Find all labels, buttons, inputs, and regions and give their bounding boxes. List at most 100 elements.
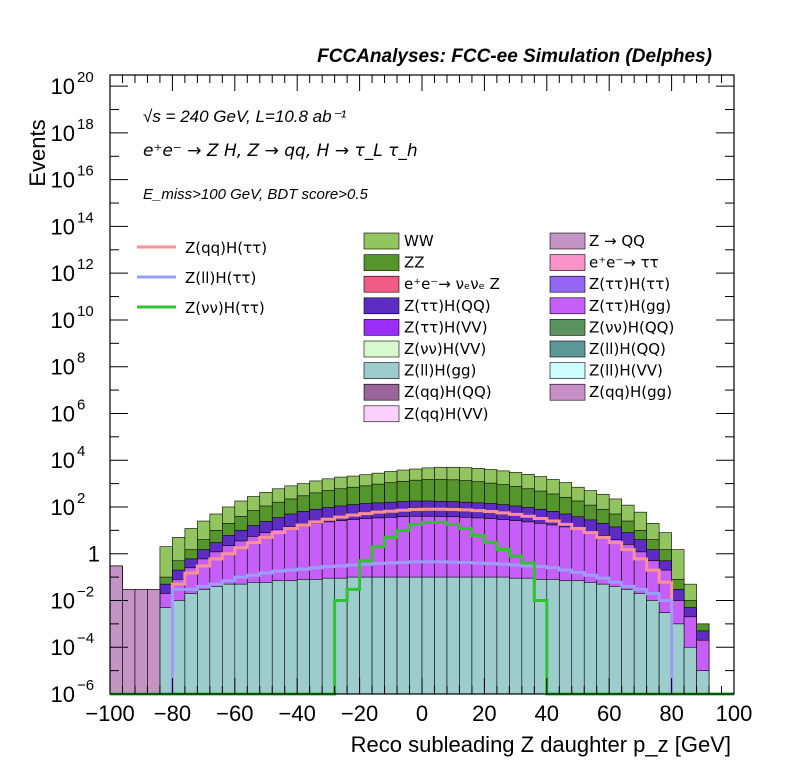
legend-label: Z(ττ)H(ττ) bbox=[589, 275, 670, 293]
bar bbox=[658, 612, 672, 695]
legend-swatch bbox=[363, 275, 400, 293]
annotation-cuts: E_miss>100 GeV, BDT score>0.5 bbox=[143, 186, 368, 203]
x-tick-label: −100 bbox=[85, 701, 135, 726]
bar bbox=[371, 576, 385, 695]
bar bbox=[696, 670, 710, 695]
legend-label: Z(qq)H(QQ) bbox=[404, 383, 492, 401]
x-tick-label: 80 bbox=[659, 701, 683, 726]
legend-swatch bbox=[363, 232, 400, 250]
y-tick-label: 1 bbox=[88, 542, 100, 567]
x-tick-label: 20 bbox=[472, 701, 496, 726]
y-tick-exponent: 4 bbox=[77, 443, 85, 460]
line-zllh bbox=[110, 560, 734, 696]
bar bbox=[321, 577, 335, 695]
legend-swatch bbox=[549, 254, 586, 271]
x-tick-label: 0 bbox=[416, 701, 428, 726]
bar bbox=[197, 589, 211, 695]
legend-swatch bbox=[363, 405, 400, 423]
legend-label: Z(ll)H(QQ) bbox=[589, 340, 666, 358]
legend-swatch bbox=[363, 297, 400, 315]
legend-label: Z(qq)H(VV) bbox=[404, 405, 489, 423]
legend-label: ZZ bbox=[404, 254, 425, 272]
bar bbox=[496, 576, 510, 695]
bar bbox=[484, 576, 498, 695]
bar bbox=[421, 576, 435, 695]
legend-swatch bbox=[363, 383, 400, 401]
y-tick-exponent: 20 bbox=[77, 69, 94, 86]
bar bbox=[683, 646, 697, 695]
y-tick-exponent: 2 bbox=[77, 490, 85, 507]
bar bbox=[246, 581, 261, 695]
legend-line-label: Z(ll)H(ττ) bbox=[185, 269, 256, 287]
bar bbox=[159, 607, 173, 695]
legend: Z(qq)H(ττ) Z(ll)H(ττ) Z(νν)H(ττ) WW ZZ e⁺e⁻→ … bbox=[137, 232, 674, 423]
legend-label: Z(ll)H(gg) bbox=[404, 362, 476, 380]
y-tick-label: 10 bbox=[51, 168, 75, 193]
legend-swatch bbox=[363, 362, 400, 379]
bar bbox=[209, 586, 223, 695]
bar bbox=[434, 576, 448, 695]
x-axis-title: Reco subleading Z daughter p_z [GeV] bbox=[351, 732, 731, 757]
bar bbox=[409, 576, 423, 695]
y-tick-label: 10 bbox=[51, 308, 75, 333]
bar bbox=[122, 589, 136, 695]
y-tick-label: 10 bbox=[51, 74, 75, 99]
y-tick-exponent: 14 bbox=[77, 209, 94, 226]
bar bbox=[571, 580, 585, 695]
y-tick-label: 10 bbox=[51, 261, 75, 286]
legend-swatch bbox=[549, 383, 586, 401]
chart-header: FCCAnalyses: FCC-ee Simulation (Delphes) bbox=[317, 46, 712, 67]
y-tick-exponent: −4 bbox=[77, 630, 94, 647]
y-tick-exponent: 10 bbox=[77, 303, 94, 320]
legend-label: Z(ττ)H(gg) bbox=[589, 297, 671, 315]
y-tick-label: 10 bbox=[51, 355, 75, 380]
bar bbox=[546, 579, 560, 695]
legend-label: WW bbox=[404, 232, 434, 250]
y-tick-label: 10 bbox=[51, 495, 75, 520]
legend-line-label: Z(νν)H(ττ) bbox=[185, 299, 265, 317]
bar bbox=[446, 576, 460, 695]
y-tick-label: 10 bbox=[51, 121, 75, 146]
bar bbox=[621, 589, 635, 695]
bar bbox=[596, 583, 610, 695]
annotation-energy: √s = 240 GeV, L=10.8 ab⁻¹ bbox=[143, 107, 347, 126]
x-tick-label: −80 bbox=[154, 701, 191, 726]
x-tick-label: −20 bbox=[341, 701, 378, 726]
bar bbox=[608, 586, 622, 695]
y-tick-exponent: −6 bbox=[77, 677, 94, 694]
bar bbox=[109, 565, 123, 695]
bar bbox=[384, 576, 398, 695]
x-tick-label: 40 bbox=[535, 701, 559, 726]
y-tick-label: 10 bbox=[51, 214, 75, 239]
bar bbox=[346, 576, 360, 695]
bar bbox=[633, 593, 647, 695]
legend-swatch bbox=[363, 319, 400, 336]
bar bbox=[234, 583, 248, 695]
legend-label: Z(qq)H(gg) bbox=[589, 383, 672, 401]
legend-label: Z(ll)H(VV) bbox=[589, 362, 663, 380]
bar bbox=[184, 593, 198, 695]
y-tick-label: 10 bbox=[51, 682, 75, 707]
bar bbox=[359, 576, 373, 695]
y-axis-title: Events bbox=[25, 119, 50, 186]
legend-swatch bbox=[549, 362, 586, 379]
bar bbox=[271, 580, 286, 695]
legend-swatch bbox=[549, 297, 586, 315]
legend-swatch bbox=[363, 340, 400, 358]
x-tick-label: 100 bbox=[716, 701, 753, 726]
bar bbox=[671, 623, 685, 695]
y-tick-label: 10 bbox=[51, 401, 75, 426]
legend-label: e⁺e⁻→ νₑνₑ Z bbox=[404, 275, 500, 293]
legend-swatch bbox=[549, 232, 586, 250]
bar bbox=[147, 589, 161, 695]
legend-label: Z(νν)H(QQ) bbox=[589, 318, 674, 336]
y-tick-exponent: 6 bbox=[77, 396, 85, 413]
bar bbox=[309, 579, 323, 695]
x-tick-label: 60 bbox=[597, 701, 621, 726]
legend-label: Z → QQ bbox=[589, 232, 645, 250]
y-tick-exponent: 8 bbox=[77, 350, 85, 367]
bar bbox=[296, 579, 310, 695]
bar bbox=[459, 576, 473, 695]
legend-label: Z(ττ)H(VV) bbox=[404, 318, 488, 336]
